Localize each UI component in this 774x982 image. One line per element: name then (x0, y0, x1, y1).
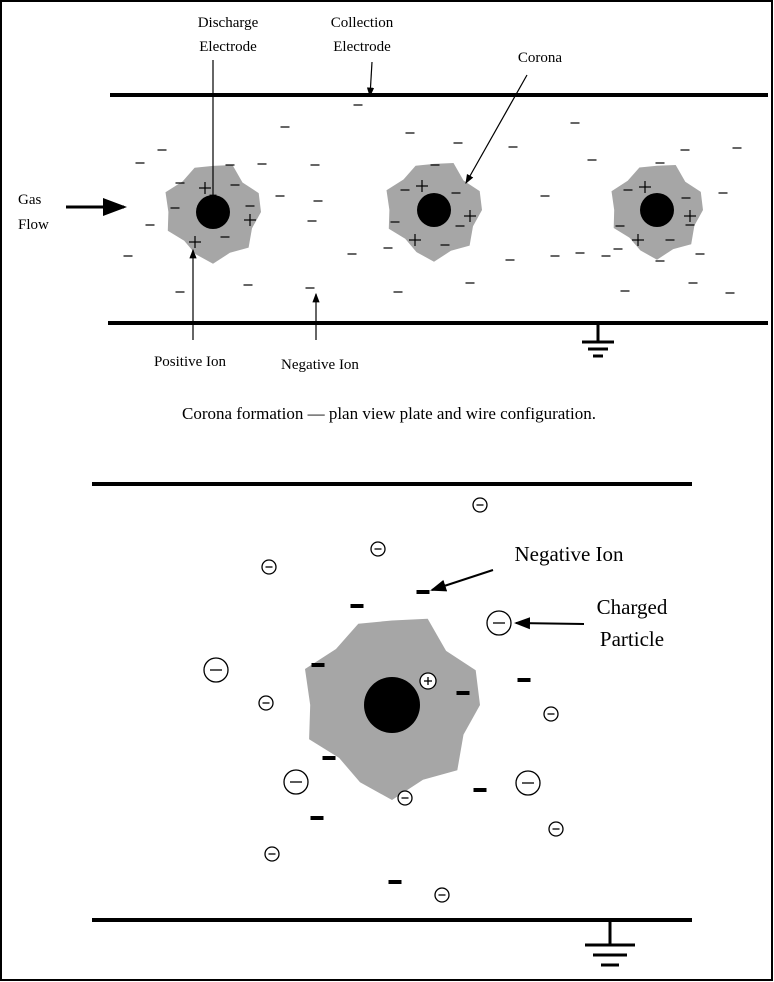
discharge-wire (364, 677, 420, 733)
label: Electrode (199, 39, 257, 55)
discharge-wire (417, 193, 451, 227)
label: Charged (597, 595, 668, 619)
caption: Corona formation — plan view plate and w… (182, 404, 596, 423)
label: Negative Ion (514, 542, 624, 566)
label: Flow (18, 217, 49, 233)
label: Electrode (333, 39, 391, 55)
label: Corona (518, 50, 563, 66)
label: Particle (600, 627, 664, 651)
label: Negative Ion (281, 357, 359, 373)
label: Positive Ion (154, 354, 227, 370)
discharge-wire (640, 193, 674, 227)
label: Discharge (198, 15, 259, 31)
label: Collection (331, 15, 394, 31)
label: Gas (18, 192, 41, 208)
diagram: Discharge Electrode Collection Electrode… (0, 0, 774, 982)
frame (1, 1, 772, 980)
